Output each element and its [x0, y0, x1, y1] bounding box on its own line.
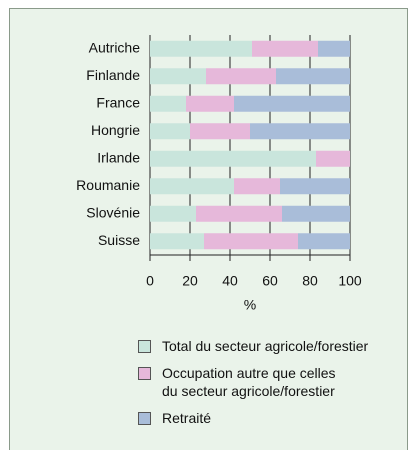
bar-segment — [250, 123, 350, 140]
legend-label: Retraité — [162, 410, 212, 426]
legend: Total du secteur agricole/forestier Occup… — [138, 337, 368, 436]
x-tick-label: 100 — [338, 273, 362, 289]
x-tick-label: 0 — [146, 273, 154, 289]
bar-segment — [150, 205, 196, 222]
bar-segment — [150, 150, 316, 167]
legend-swatch — [138, 367, 151, 380]
y-tick-label: France — [96, 94, 140, 110]
bar-segment — [234, 95, 350, 112]
bar-segment — [186, 95, 234, 112]
legend-swatch — [138, 412, 151, 425]
bar-segment — [316, 150, 350, 167]
bar-segment — [150, 233, 204, 250]
bar-segment — [150, 68, 206, 85]
y-tick-label: Slovénie — [86, 204, 140, 220]
y-tick-label: Autriche — [89, 39, 141, 55]
bar-segment — [150, 95, 186, 112]
bar-segment — [204, 233, 298, 250]
bar-segment — [298, 233, 350, 250]
y-tick-label: Suisse — [98, 232, 140, 248]
y-tick-label: Roumanie — [76, 177, 140, 193]
bar-segment — [318, 40, 350, 57]
y-tick-label: Finlande — [86, 67, 140, 83]
bar-segment — [280, 178, 350, 195]
bar-segment — [252, 40, 318, 57]
legend-label: Occupation autre que celles du secteur a… — [162, 365, 336, 399]
bar-segment — [190, 123, 250, 140]
y-tick-label: Hongrie — [91, 122, 140, 138]
legend-label: Total du secteur agricole/forestier — [162, 338, 369, 354]
bar-segment — [282, 205, 350, 222]
bar-segment — [234, 178, 280, 195]
y-tick-label: Irlande — [97, 149, 140, 165]
legend-item: Total du secteur agricole/forestier — [138, 337, 368, 355]
legend-item: Retraité — [138, 409, 368, 427]
legend-swatch — [138, 340, 151, 353]
x-tick-label: 60 — [262, 273, 278, 289]
x-tick-label: 20 — [182, 273, 198, 289]
bar-segment — [150, 40, 252, 57]
x-tick-label: 80 — [302, 273, 318, 289]
bar-segment — [150, 123, 190, 140]
bar-segment — [206, 68, 276, 85]
bar-segment — [276, 68, 350, 85]
x-tick-label: 40 — [222, 273, 238, 289]
bar-segment — [150, 178, 234, 195]
x-axis-label: % — [244, 297, 256, 313]
bar-segment — [196, 205, 282, 222]
legend-item: Occupation autre que celles du secteur a… — [138, 364, 368, 400]
